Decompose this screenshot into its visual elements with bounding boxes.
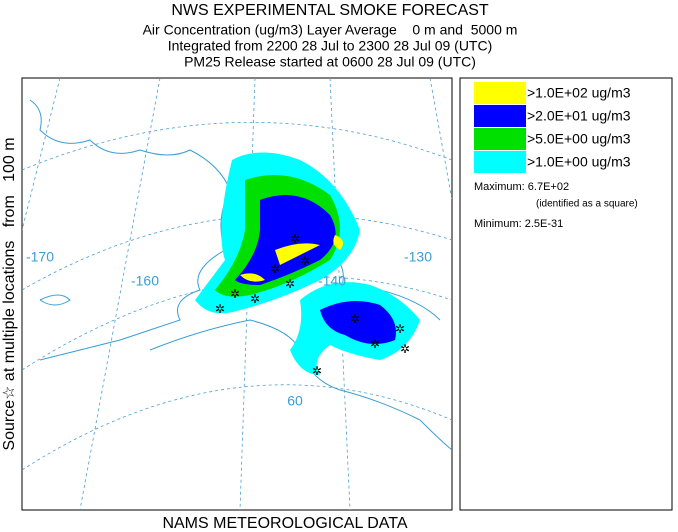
sources: ✲✲✲ ✲ ✲✲ ✲✲ ✲ ✲✲✲ — [215, 232, 410, 378]
footer: NAMS METEOROLOGICAL DATA — [162, 515, 407, 532]
legend-swatch — [474, 128, 526, 150]
subtitle: Air Concentration (ug/m3) Layer Average … — [143, 22, 518, 38]
plume — [320, 301, 396, 344]
svg-text:✲: ✲ — [300, 254, 310, 268]
svg-text:✲: ✲ — [312, 364, 322, 378]
legend-label: >1.0E+02 ug/m3 — [527, 85, 631, 101]
svg-text:✲: ✲ — [215, 302, 225, 316]
svg-text:✲: ✲ — [230, 287, 240, 301]
plume — [240, 235, 344, 282]
grid-label: -130 — [404, 249, 432, 265]
grid-label: -160 — [131, 273, 159, 289]
svg-text:✲: ✲ — [350, 312, 360, 326]
legend-minimum: Minimum: 2.5E-31 — [474, 218, 563, 230]
legend-swatch — [474, 151, 526, 173]
legend: >1.0E+02 ug/m3 >2.0E+01 ug/m3 >5.0E+00 ug/… — [459, 77, 673, 511]
legend-maximum: Maximum: 6.7E+02 — [474, 181, 569, 193]
legend-label: >1.0E+00 ug/m3 — [527, 154, 631, 170]
grid-label: 60 — [287, 393, 303, 409]
legend-note: (identified as a square) — [536, 199, 638, 210]
side-label: Source☆ at multiple locations from 100 m — [1, 137, 18, 450]
legend-swatch — [474, 82, 526, 104]
svg-text:✲: ✲ — [270, 262, 280, 276]
svg-text:✲: ✲ — [290, 232, 300, 246]
svg-text:✲: ✲ — [400, 342, 410, 356]
svg-text:✲: ✲ — [285, 277, 295, 291]
map: ✲✲✲ ✲ ✲✲ ✲✲ ✲ ✲✲✲ — [21, 77, 453, 511]
subtitle: Integrated from 2200 28 Jul to 2300 28 J… — [168, 38, 493, 54]
grid-label: -170 — [26, 249, 54, 265]
legend-label: >2.0E+01 ug/m3 — [527, 108, 631, 124]
plume — [235, 195, 336, 285]
subtitle: PM25 Release started at 0600 28 Jul 09 (… — [184, 54, 476, 70]
svg-text:✲: ✲ — [250, 292, 260, 306]
legend-swatch — [474, 105, 526, 127]
title: NWS EXPERIMENTAL SMOKE FORECAST — [171, 2, 489, 19]
svg-text:✲: ✲ — [395, 322, 405, 336]
legend-label: >5.0E+00 ug/m3 — [527, 131, 631, 147]
grid-label: -140 — [318, 273, 346, 289]
svg-text:✲: ✲ — [370, 337, 380, 351]
